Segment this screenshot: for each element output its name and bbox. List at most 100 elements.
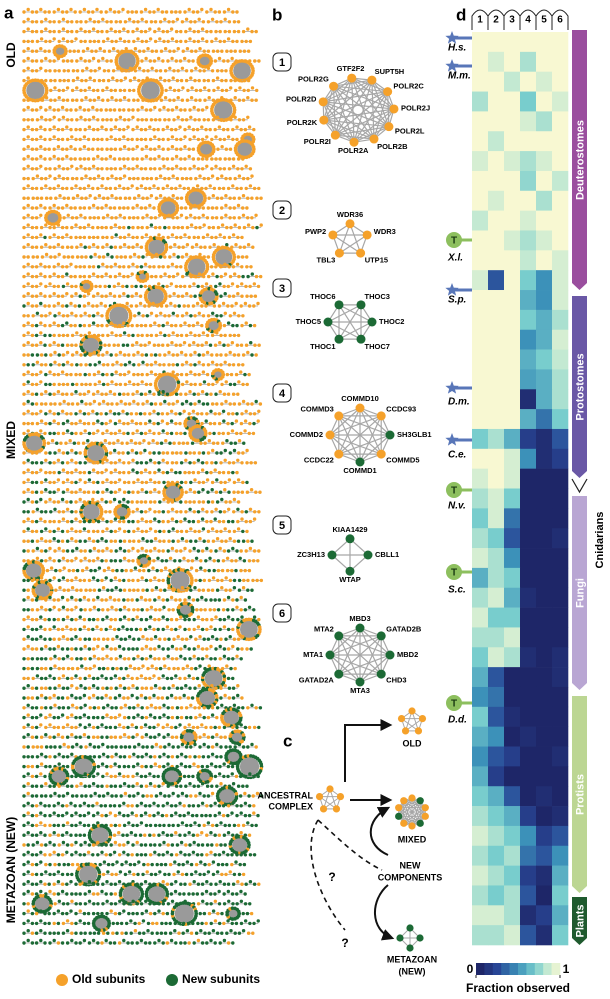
node	[184, 392, 188, 396]
node	[91, 10, 95, 14]
node	[48, 421, 52, 426]
node	[250, 588, 254, 592]
node	[130, 419, 134, 423]
node	[240, 615, 244, 619]
node	[208, 431, 212, 436]
node	[106, 98, 110, 102]
cluster-core	[55, 46, 65, 56]
node	[127, 108, 131, 112]
node	[127, 635, 132, 639]
node	[245, 206, 249, 210]
node	[87, 578, 92, 583]
node	[22, 255, 26, 259]
cluster	[31, 580, 54, 601]
cluster	[137, 78, 164, 103]
node	[92, 350, 97, 355]
node	[122, 157, 126, 161]
node	[206, 588, 211, 592]
node	[219, 294, 223, 298]
node	[252, 282, 257, 286]
node	[183, 431, 187, 436]
node	[109, 265, 113, 269]
node	[179, 265, 183, 269]
node	[82, 519, 87, 524]
node	[169, 627, 174, 632]
node	[70, 255, 75, 259]
node	[196, 625, 201, 629]
node	[126, 507, 131, 512]
node	[101, 216, 106, 220]
cluster	[198, 286, 219, 306]
node	[200, 549, 205, 553]
node	[205, 29, 209, 34]
node	[110, 174, 114, 178]
node	[84, 174, 88, 178]
node	[70, 343, 74, 347]
node	[107, 343, 111, 347]
node	[109, 461, 113, 465]
node	[43, 294, 47, 298]
node	[22, 451, 26, 455]
node	[116, 343, 121, 347]
node	[90, 49, 94, 53]
node	[131, 167, 135, 171]
node	[96, 480, 100, 485]
node	[211, 539, 216, 543]
node	[116, 439, 120, 443]
node	[65, 647, 70, 651]
node	[48, 539, 52, 543]
node	[194, 98, 198, 102]
node	[139, 343, 143, 347]
node	[62, 588, 66, 592]
node	[91, 321, 96, 325]
node	[93, 568, 97, 573]
node	[26, 292, 30, 296]
node	[202, 380, 207, 384]
cluster-core	[201, 289, 216, 303]
node	[52, 29, 56, 34]
node	[30, 294, 35, 298]
node	[105, 429, 109, 433]
node	[91, 105, 95, 110]
node	[34, 490, 39, 494]
node	[76, 441, 81, 445]
node	[61, 17, 66, 21]
node	[117, 519, 122, 524]
node	[201, 213, 205, 217]
node	[218, 644, 222, 649]
node	[61, 480, 66, 485]
node	[189, 49, 194, 53]
node	[226, 412, 231, 416]
node	[114, 98, 118, 102]
node	[184, 252, 189, 257]
node	[58, 586, 62, 590]
node	[130, 10, 134, 14]
node	[69, 412, 73, 416]
node	[105, 167, 109, 171]
node	[153, 167, 157, 171]
node	[43, 323, 47, 328]
node	[143, 304, 147, 308]
node	[219, 461, 223, 465]
node	[218, 137, 222, 142]
node	[246, 176, 250, 181]
node	[48, 497, 52, 502]
node	[186, 304, 191, 308]
node	[48, 29, 52, 34]
node	[208, 301, 212, 306]
node	[26, 370, 30, 374]
node	[174, 627, 178, 632]
node	[106, 382, 110, 387]
node	[87, 331, 92, 335]
node	[97, 78, 102, 83]
node	[79, 314, 83, 318]
node	[70, 402, 75, 406]
node	[249, 647, 253, 651]
node	[145, 637, 149, 641]
node	[135, 461, 139, 465]
node	[96, 370, 101, 374]
node	[147, 441, 151, 445]
node	[235, 470, 239, 475]
node	[236, 490, 240, 494]
node	[82, 206, 87, 210]
